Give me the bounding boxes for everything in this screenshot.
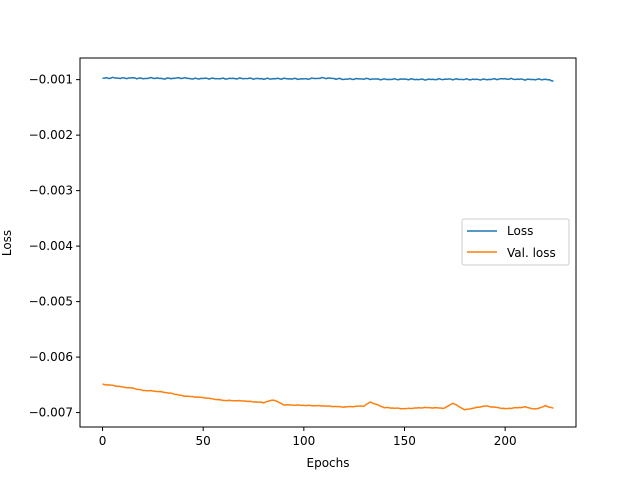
legend: Loss Val. loss xyxy=(461,218,570,266)
x-tick-label: 50 xyxy=(196,434,211,448)
legend-label-val-loss: Val. loss xyxy=(507,246,556,260)
plot-frame xyxy=(79,57,577,428)
series-line-val-loss xyxy=(102,383,554,411)
y-tick-label: −0.003 xyxy=(29,184,73,198)
series-line-loss xyxy=(102,76,554,82)
x-tick-label: 200 xyxy=(494,434,517,448)
y-tick-label: −0.004 xyxy=(29,239,73,253)
x-tick-label: 100 xyxy=(292,434,315,448)
x-axis-label: Epochs xyxy=(307,456,350,470)
x-axis-ticks: 0 50 100 150 200 xyxy=(99,427,517,448)
x-tick-label: 0 xyxy=(99,434,107,448)
y-tick-label: −0.005 xyxy=(29,295,73,309)
y-axis-label: Loss xyxy=(0,230,14,256)
y-tick-label: −0.002 xyxy=(29,128,73,142)
x-tick-label: 150 xyxy=(393,434,416,448)
y-tick-label: −0.001 xyxy=(29,73,73,87)
y-tick-label: −0.007 xyxy=(29,406,73,420)
y-axis-ticks: −0.001 −0.002 −0.003 −0.004 −0.005 −0.006 −0.0… xyxy=(29,73,80,420)
series-layer xyxy=(102,76,554,411)
legend-label-loss: Loss xyxy=(507,224,533,238)
y-tick-label: −0.006 xyxy=(29,350,73,364)
